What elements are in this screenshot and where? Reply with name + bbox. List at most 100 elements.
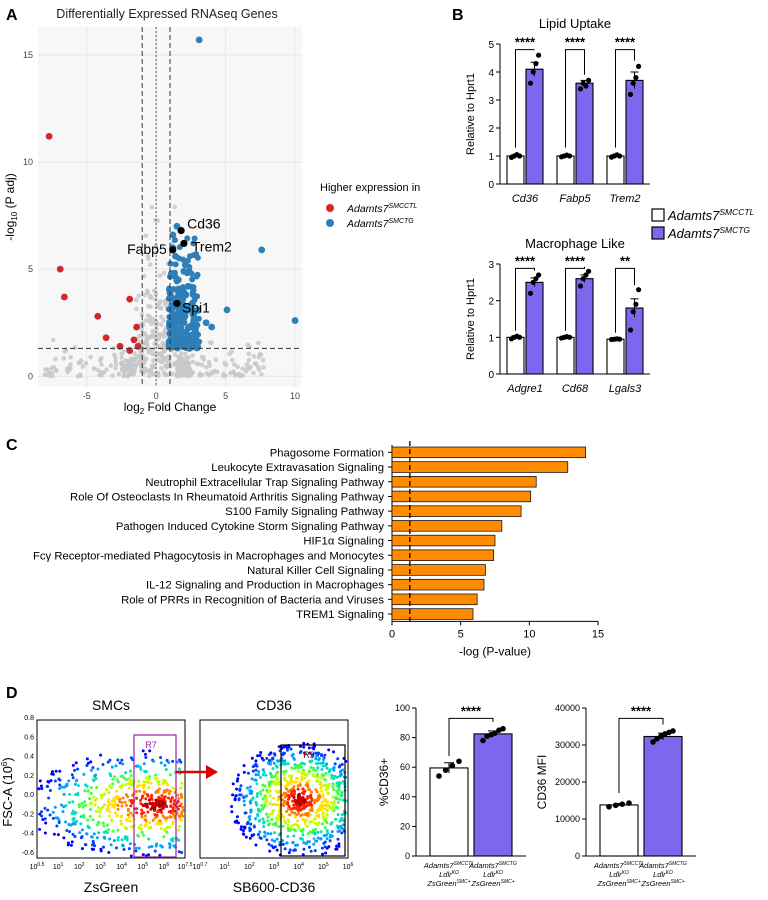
- smc-event: [93, 803, 97, 807]
- cd36-event: [283, 751, 287, 755]
- volcano-point-ns: [136, 354, 142, 359]
- bar-data-point: [617, 153, 623, 159]
- cd36-event: [328, 839, 332, 843]
- cd36-event: [287, 774, 291, 778]
- volcano-point-up: [176, 327, 184, 335]
- cd36-event: [270, 818, 274, 822]
- bar-data-point: [577, 283, 584, 289]
- smc-event: [80, 835, 84, 839]
- cd36-event: [285, 762, 289, 766]
- cd36-event: [246, 771, 250, 775]
- cd36-event: [270, 812, 274, 816]
- smc-event: [171, 759, 175, 763]
- cd36-event: [324, 771, 328, 775]
- d-y-tick-label: 10000: [555, 814, 580, 824]
- volcano-point-up: [180, 338, 188, 346]
- cd36-event: [266, 832, 270, 836]
- cd36-event: [315, 773, 319, 777]
- volcano-point-ns: [161, 356, 167, 362]
- bar-y-label: Relative to Hprt1: [465, 278, 477, 360]
- cd36-event: [335, 844, 339, 848]
- smc-event: [67, 801, 71, 805]
- cd36-event: [292, 848, 296, 852]
- smc-event: [116, 838, 120, 842]
- cd36-event: [306, 840, 310, 844]
- volcano-point-up: [194, 341, 201, 348]
- volcano-point-ns: [204, 370, 210, 376]
- cd36-event: [334, 817, 338, 821]
- cd36-event: [325, 762, 329, 766]
- smc-event: [62, 805, 66, 809]
- smc-event: [135, 764, 139, 768]
- smc-event: [181, 814, 185, 818]
- volcano-point-ns: [185, 360, 191, 366]
- d-y-tick-label: 80: [400, 733, 410, 743]
- volcano-point-ns: [259, 372, 264, 377]
- d-data-point: [436, 773, 442, 779]
- smc-event: [75, 819, 79, 823]
- cd36-event: [290, 790, 294, 794]
- smc-event: [164, 819, 168, 823]
- volcano-point-up: [189, 276, 196, 283]
- volcano-x-tick: 5: [223, 391, 228, 401]
- smc-event: [142, 833, 146, 837]
- smc-event: [159, 808, 163, 812]
- cd36-event: [275, 771, 279, 775]
- pathway-label: Role of PRRs in Recognition of Bacteria …: [121, 594, 384, 606]
- d-data-point: [670, 728, 676, 734]
- cd36-event: [294, 822, 298, 826]
- smc-event: [176, 807, 180, 811]
- significance-label: ****: [565, 35, 586, 50]
- volcano-point-ns: [159, 314, 164, 320]
- cd36-event: [284, 800, 288, 804]
- smc-event: [165, 788, 169, 792]
- bar-data-point: [636, 287, 642, 293]
- smc-event: [129, 804, 133, 808]
- cd36-event: [243, 811, 247, 815]
- cd36-event: [293, 815, 297, 819]
- cd36-event: [258, 830, 262, 834]
- cd36-event: [334, 796, 338, 800]
- smc-event: [148, 802, 152, 806]
- cd36-event: [339, 773, 343, 777]
- bar-data-point: [527, 80, 534, 86]
- smc-event: [180, 810, 184, 814]
- smc-event: [155, 813, 159, 817]
- cd36-event: [296, 819, 300, 823]
- smc-event: [176, 828, 180, 832]
- smc-event: [112, 798, 116, 802]
- smc-event: [163, 763, 167, 767]
- smc-event: [146, 793, 150, 797]
- volcano-point-ns: [91, 366, 97, 371]
- cd36-event: [249, 808, 253, 812]
- volcano-point-ns: [140, 323, 146, 328]
- cd36-event: [258, 754, 262, 758]
- volcano-point-ns: [194, 361, 200, 367]
- cd36-event: [304, 812, 308, 816]
- d-bar: [473, 733, 513, 857]
- cd36-event: [325, 804, 329, 808]
- cd36-event: [310, 753, 314, 757]
- volcano-point-up: [181, 261, 189, 269]
- smc-event: [95, 809, 99, 813]
- smc-event: [90, 847, 94, 851]
- volcano-point-ns: [183, 351, 188, 357]
- volcano-point-ns: [138, 364, 144, 369]
- smc-event: [76, 767, 80, 771]
- bar-category-label: Fabp5: [559, 193, 591, 205]
- cd36-event: [335, 824, 339, 828]
- cd36-event: [297, 770, 301, 774]
- smc-x-tick-label: 105: [137, 862, 148, 871]
- cd36-event: [254, 800, 258, 804]
- smc-event: [95, 836, 99, 840]
- smc-event: [150, 793, 154, 797]
- smc-event: [138, 798, 142, 802]
- smc-event: [138, 765, 142, 769]
- cd36-event: [256, 754, 260, 758]
- legend-tg-label: Adamts7SMCTG: [667, 225, 750, 241]
- volcano-gene-label: Trem2: [192, 238, 232, 254]
- d-y-tick-label: 0: [575, 851, 580, 861]
- cd36-event: [314, 839, 318, 843]
- smc-event: [111, 829, 115, 833]
- cd36-event: [262, 770, 266, 774]
